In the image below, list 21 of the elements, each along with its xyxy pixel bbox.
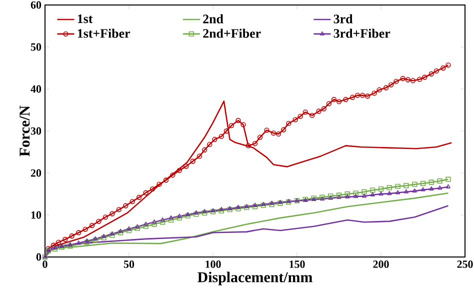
y-tick-label: 60 [30,1,42,9]
x-tick-label: 150 [290,260,305,268]
x-tick-label: 250 [457,260,473,268]
x-tick-label: 0 [42,260,48,268]
legend-label: 2nd+Fiber [203,28,261,38]
x-tick-label: 100 [206,260,221,268]
y-tick-label: 0 [36,253,42,261]
x-axis-title: Displacement/mm [198,272,312,286]
legend-label: 1st+Fiber [78,28,130,38]
legend-label: 3rd+Fiber [334,28,390,38]
y-tick-label: 10 [31,211,42,219]
y-tick-label: 40 [30,85,42,93]
legend-label: 1st [78,14,93,24]
y-tick-label: 50 [30,43,42,51]
y-tick-label: 30 [30,127,42,135]
y-axis-title: Force/N [20,106,30,156]
legend-label: 3rd [334,14,353,24]
legend-label: 2nd [203,14,224,24]
y-tick-label: 20 [30,169,42,177]
x-tick-label: 200 [373,260,389,268]
x-tick-label: 50 [124,260,134,268]
